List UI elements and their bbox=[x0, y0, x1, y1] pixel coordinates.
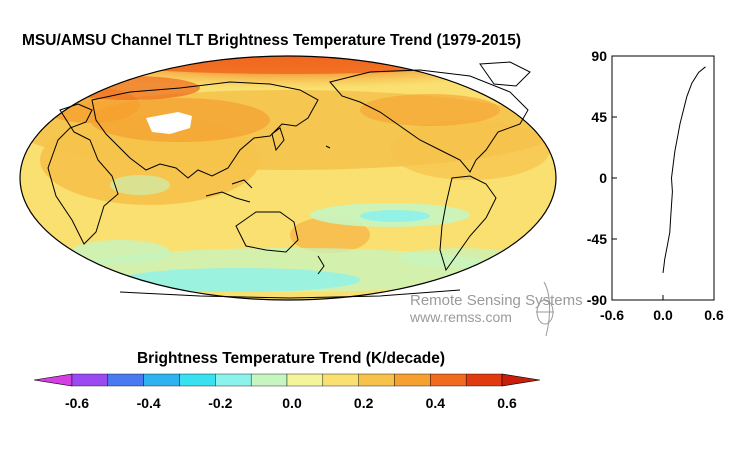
colorbar-swatch bbox=[430, 373, 467, 387]
colorbar-tick-label: -0.2 bbox=[208, 395, 232, 411]
colorbar-tick-label: -0.4 bbox=[137, 395, 161, 411]
colorbar-swatch bbox=[394, 373, 431, 387]
zonal-x-tick-label: 0.0 bbox=[653, 307, 673, 323]
colorbar-tick-label: 0.2 bbox=[354, 395, 374, 411]
remss-watermark: Remote Sensing Systems www.remss.com bbox=[409, 281, 583, 337]
colorbar-swatch bbox=[286, 373, 324, 387]
zonal-y-tick-label: -45 bbox=[587, 231, 607, 247]
colorbar-swatch bbox=[358, 373, 395, 387]
zonal-y-tick-label: 45 bbox=[591, 109, 607, 125]
zonal-x-tick-label: -0.6 bbox=[600, 307, 624, 323]
colorbar-swatch bbox=[465, 373, 503, 387]
colorbar-tick-label: -0.6 bbox=[65, 395, 89, 411]
colorbar-tick-label: 0.0 bbox=[282, 395, 302, 411]
colorbar-swatch bbox=[215, 373, 252, 387]
zonal-axis-ticks: 90 45 0 -45 -90-0.6 0.0 0.6 bbox=[587, 48, 724, 323]
watermark-name: Remote Sensing Systems bbox=[410, 292, 583, 309]
colorbar-swatch bbox=[322, 373, 359, 387]
chart-title: MSU/AMSU Channel TLT Brightness Temperat… bbox=[22, 32, 521, 49]
zonal-x-tick-label: 0.6 bbox=[704, 307, 724, 323]
colorbar-tick-label: 0.4 bbox=[426, 395, 446, 411]
colorbar-swatch bbox=[71, 373, 109, 387]
colorbar-tick-label: 0.6 bbox=[497, 395, 517, 411]
colorbar: -0.6 -0.4 -0.2 0.0 0.2 0.4 0.6 bbox=[33, 373, 541, 411]
coastlines bbox=[47, 61, 531, 299]
zonal-y-tick-label: 90 bbox=[591, 48, 607, 64]
colorbar-swatch bbox=[179, 373, 216, 387]
colorbar-swatch bbox=[250, 373, 288, 387]
zonal-y-tick-label: -90 bbox=[587, 292, 607, 308]
globe-outline bbox=[19, 55, 557, 301]
watermark-logo bbox=[536, 281, 554, 337]
zonal-trend-plot: 90 45 0 -45 -90-0.6 0.0 0.6 bbox=[587, 48, 724, 323]
colorbar-title: Brightness Temperature Trend (K/decade) bbox=[136, 350, 446, 367]
trend-map bbox=[19, 55, 557, 301]
zonal-plot-frame bbox=[611, 55, 715, 301]
zonal-y-tick-label: 0 bbox=[599, 170, 607, 186]
colorbar-swatch bbox=[143, 373, 180, 387]
colorbar-low-arrow bbox=[33, 373, 73, 387]
colorbar-high-arrow bbox=[501, 373, 541, 387]
zonal-trend-line bbox=[662, 66, 706, 273]
watermark-url: www.remss.com bbox=[409, 309, 512, 325]
colorbar-swatch bbox=[107, 373, 144, 387]
